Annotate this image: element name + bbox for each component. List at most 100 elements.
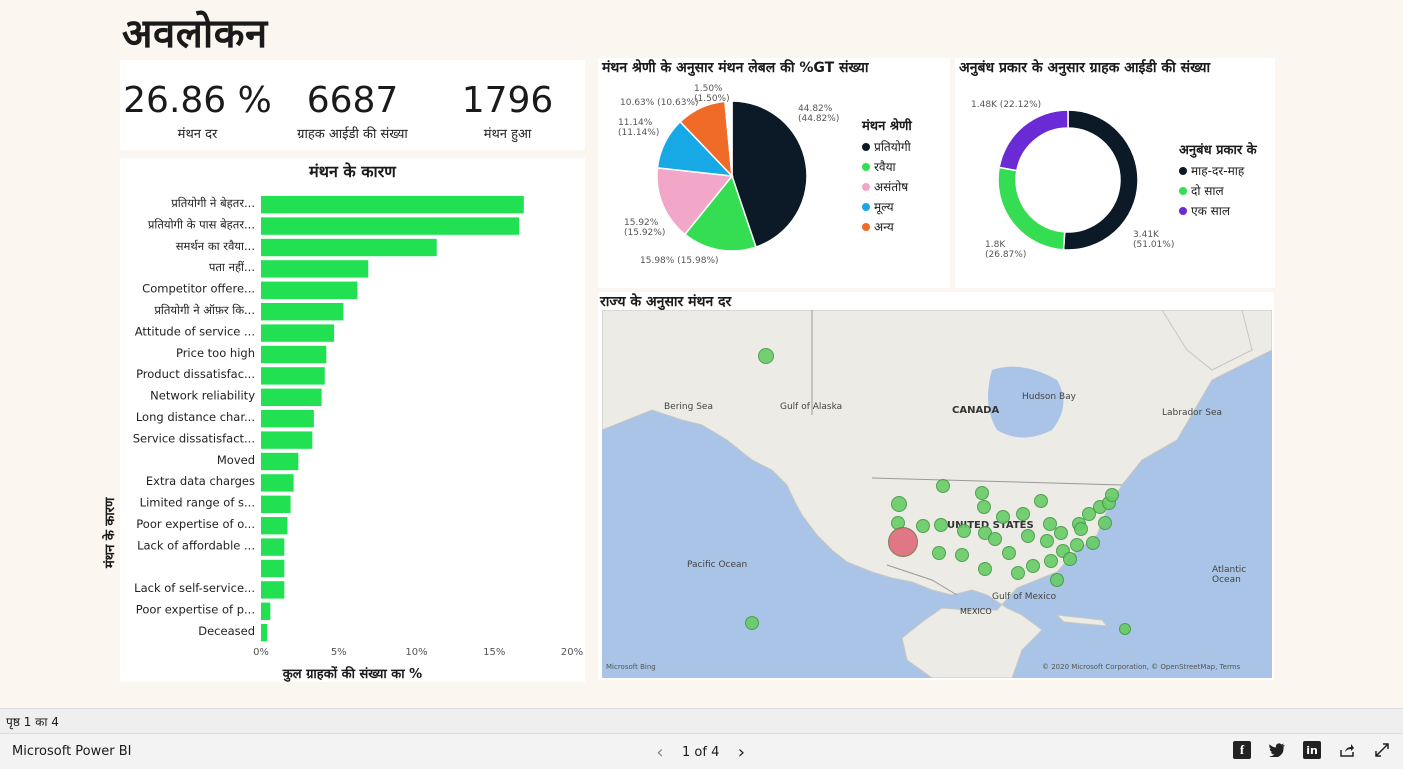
chart-slice[interactable] [683,174,757,252]
map-bubble[interactable] [1043,517,1057,531]
map-bubble[interactable] [975,486,989,500]
kpi-churned[interactable]: 1796 मंथन हुआ [430,80,585,142]
bar[interactable] [261,324,335,342]
churn-reasons-chart[interactable]: मंथन के कारण मंथन के कारण प्रतियोगी ने ब… [103,158,585,682]
legend-item[interactable]: असंतोष [862,178,912,195]
map-bubble[interactable] [996,510,1010,524]
map-bubble[interactable] [1026,559,1040,573]
next-page-button[interactable]: › [737,742,745,763]
kpi-customer-count[interactable]: 6687 ग्राहक आईडी की संख्या [275,80,430,142]
map-area[interactable]: CANADA UNITED STATES MEXICO Hudson Bay B… [602,310,1272,678]
page-indicator-bar: पृष्ठ 1 का 4 [0,708,1403,733]
legend-item[interactable]: एक साल [1179,202,1257,219]
map-bubble[interactable] [1098,516,1112,530]
map-bubble[interactable] [988,532,1002,546]
churn-category-pie-chart[interactable]: मंथन श्रेणी के अनुसार मंथन लेबल की %GT स… [598,58,950,288]
map-bubble[interactable] [1070,538,1084,552]
bar[interactable] [261,474,294,492]
bar[interactable] [261,410,314,428]
legend-item[interactable]: माह-दर-माह [1179,162,1257,179]
map-bubble[interactable] [916,519,930,533]
map-bubble[interactable] [1050,573,1064,587]
slice-data-label: 44.82% (44.82%) [798,104,839,124]
map-bubble[interactable] [932,546,946,560]
linkedin-icon[interactable]: in [1303,741,1321,759]
bar[interactable] [261,281,358,299]
twitter-icon[interactable] [1268,741,1286,759]
map-bubble[interactable] [978,562,992,576]
legend-item[interactable]: मूल्य [862,198,912,215]
fullscreen-icon[interactable] [1373,741,1391,759]
bar[interactable] [261,217,520,235]
legend-label: एक साल [1191,204,1231,218]
bar[interactable] [261,538,285,556]
chart-slice[interactable] [731,100,808,249]
pie-chart-svg [656,100,808,252]
report-canvas: अवलोकन 26.86 % मंथन दर 6687 ग्राहक आईडी … [103,11,1275,682]
chart-slice[interactable] [998,109,1069,172]
map-bubble[interactable] [955,548,969,562]
facebook-icon[interactable]: f [1233,741,1251,759]
map-bubble[interactable] [1011,566,1025,580]
bar[interactable] [261,452,299,471]
map-bubble[interactable] [1016,507,1030,521]
bar[interactable] [261,495,291,513]
legend-item[interactable]: रवैया [862,158,912,175]
bar[interactable] [261,260,369,278]
bar[interactable] [261,581,285,599]
x-tick-label: 0% [253,647,269,658]
bar-category-label: Product dissatisfac... [136,367,255,381]
chart-slice[interactable] [1062,109,1139,251]
brand-link[interactable]: Microsoft Power BI [12,744,132,759]
bar-category-label: पता नहीं... [209,260,255,274]
map-bubble[interactable] [1040,534,1054,548]
bar-category-label: Lack of affordable ... [137,538,255,552]
legend-item[interactable]: दो साल [1179,182,1257,199]
bar[interactable] [261,303,344,321]
map-bubble[interactable] [977,500,991,514]
chart-slice[interactable] [656,167,734,236]
map-bubble[interactable] [745,616,759,630]
map-bubble-highlight[interactable] [888,527,918,557]
bar-category-label: Poor expertise of p... [136,603,255,617]
greenland [1161,310,1253,371]
share-icon[interactable] [1338,741,1356,759]
legend-item[interactable]: प्रतियोगी [862,138,912,155]
prev-page-button[interactable]: ‹ [656,742,664,763]
map-bubble[interactable] [934,518,948,532]
map-bubble[interactable] [891,496,907,512]
bar[interactable] [261,345,327,364]
bar[interactable] [261,624,268,642]
state-churn-map[interactable]: राज्य के अनुसार मंथन दर CANADA UNITED ST… [598,292,1274,680]
bar-category-label: Deceased [198,624,255,638]
bar[interactable] [261,238,437,257]
kpi-churn-rate[interactable]: 26.86 % मंथन दर [120,80,275,142]
map-bubble[interactable] [1105,488,1119,502]
map-bubble[interactable] [936,479,950,493]
chart-slice[interactable] [724,100,733,177]
contract-type-donut-chart[interactable]: अनुबंध प्रकार के अनुसार ग्राहक आईडी की स… [955,58,1275,288]
chart-slice[interactable] [997,166,1066,251]
map-bubble[interactable] [1044,554,1058,568]
bar[interactable] [261,602,271,620]
bar[interactable] [261,559,285,578]
map-bubble[interactable] [1034,494,1048,508]
map-bubble[interactable] [957,524,971,538]
map-bubble[interactable] [1054,526,1068,540]
map-bubble[interactable] [1021,529,1035,543]
map-bubble[interactable] [1082,507,1096,521]
map-bubble[interactable] [1063,552,1077,566]
legend-item[interactable]: अन्य [862,218,912,235]
map-bubble[interactable] [758,348,774,364]
map-bubble[interactable] [1074,522,1088,536]
map-bubble[interactable] [1002,546,1016,560]
bar[interactable] [261,388,322,406]
map-bubble[interactable] [1119,623,1131,635]
kpi-label: मंथन दर [177,127,218,142]
bar[interactable] [261,517,288,535]
map-bubble[interactable] [1086,536,1100,550]
bar[interactable] [261,367,325,385]
bar[interactable] [261,196,524,214]
x-tick-label: 5% [331,647,347,658]
bar[interactable] [261,431,313,449]
